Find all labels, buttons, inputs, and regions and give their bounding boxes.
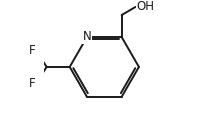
Text: F: F <box>29 77 35 90</box>
Text: F: F <box>29 44 35 57</box>
Text: OH: OH <box>137 0 155 13</box>
Text: N: N <box>83 30 91 43</box>
